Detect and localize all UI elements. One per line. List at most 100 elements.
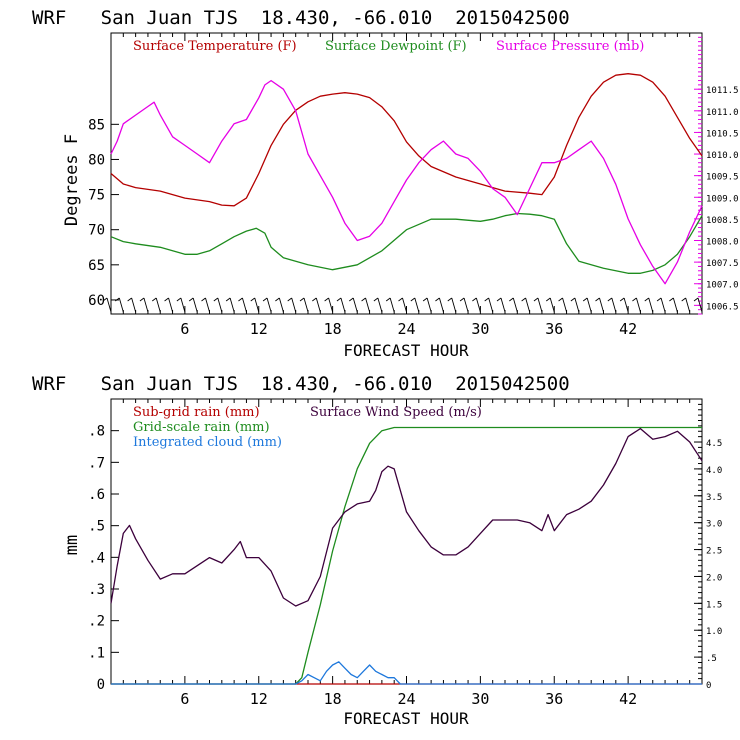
y2-tick-label: 1011.5: [706, 86, 739, 96]
x-tick-label: 18: [324, 690, 342, 708]
top-y2-axis: 1006.5 1007.0 1007.5 1008.0 1008.5 1009.0 1009…: [694, 36, 739, 315]
wind-barb-flag: [496, 297, 502, 302]
wind-barb-flag: [545, 297, 551, 302]
y-tick-label: .2: [88, 614, 105, 630]
wind-barb: [685, 297, 691, 313]
wind-barb-flag: [509, 297, 514, 302]
wind-barb-flag: [225, 297, 231, 302]
wind-barb: [525, 297, 531, 313]
wind-barb: [229, 297, 235, 313]
wind-barb: [328, 297, 334, 313]
x-tick-label: 30: [471, 320, 489, 338]
y2-tick-label: 1008.0: [706, 238, 739, 248]
wind-barb: [278, 297, 284, 313]
y2-tick-label: 0: [706, 681, 711, 691]
wind-barb: [217, 297, 223, 313]
wind-barb: [574, 297, 580, 313]
wind-barb: [451, 297, 457, 313]
y2-tick-label: 1008.5: [706, 216, 739, 226]
wind-barb: [303, 297, 309, 313]
y2-tick-label: 1007.5: [706, 259, 739, 269]
wind-barb: [463, 297, 469, 313]
wind-barb: [365, 297, 370, 313]
wind-barb: [623, 297, 629, 313]
wind-barb-flag: [607, 297, 613, 302]
y-tick-label: .3: [88, 582, 105, 598]
x-tick-label: 30: [471, 690, 489, 708]
bottom-legend-wind: Surface Wind Speed (m/s): [310, 405, 482, 420]
wind-barb-flag: [188, 297, 194, 302]
bottom-legend-gridscale-rain: Grid-scale rain (mm): [133, 420, 270, 435]
bottom-y-axis: 0 .1 .2 .3 .4 .5 .6 .7 .8: [88, 424, 119, 693]
y2-tick-label: .5: [706, 654, 717, 664]
wind-barb: [352, 297, 358, 313]
wind-barb: [242, 297, 247, 313]
wind-barb: [648, 297, 654, 313]
wind-barb: [586, 297, 592, 313]
wind-barb: [697, 297, 703, 313]
bottom-x-axis: 6 12 18 24 30 36 42: [110, 399, 703, 708]
wind-barb-flag: [533, 297, 539, 302]
top-series-group: [110, 73, 703, 285]
wind-barb-flag: [275, 297, 280, 302]
wind-barb: [488, 297, 494, 313]
wind-barb-flag: [164, 297, 169, 302]
wind-barb-flag: [521, 297, 526, 302]
wind-barb: [500, 297, 506, 313]
bottom-legend-cloud: Integrated cloud (mm): [133, 435, 282, 450]
wind-barb-flag: [410, 297, 416, 302]
wind-barb-flag: [472, 297, 477, 302]
series-integrated-cloud-mm: [111, 661, 702, 685]
wind-barbs: [102, 297, 703, 313]
wind-barb: [611, 297, 617, 313]
bottom-xlabel: FORECAST HOUR: [343, 709, 469, 728]
wind-barb: [180, 297, 186, 313]
y2-tick-label: 1.0: [706, 627, 722, 637]
y2-tick-label: 2.0: [706, 573, 722, 583]
wind-barb: [439, 297, 444, 313]
rain-panel: WRF San Juan TJS 18.430, -66.010 2015042…: [32, 373, 722, 728]
wind-barb-flag: [385, 297, 391, 302]
y2-tick-label: 4.5: [706, 439, 722, 449]
y-tick-label: 60: [88, 293, 105, 309]
wind-barb: [168, 297, 173, 313]
wind-barb-flag: [287, 297, 292, 302]
y-tick-label: 80: [88, 152, 105, 168]
wind-barb-flag: [398, 297, 403, 302]
wind-barb: [549, 297, 555, 313]
wind-barb-flag: [632, 297, 637, 302]
wind-barb-flag: [176, 297, 182, 302]
wind-barb: [266, 297, 272, 313]
y2-tick-label: 1009.5: [706, 173, 739, 183]
y-tick-label: .5: [88, 519, 105, 535]
wind-barb: [118, 297, 124, 313]
wind-barb-flag: [644, 297, 650, 302]
wind-barb-flag: [250, 297, 256, 302]
top-xlabel: FORECAST HOUR: [343, 341, 469, 360]
x-tick-label: 36: [545, 320, 563, 338]
y-tick-label: .6: [88, 487, 105, 503]
wind-barb: [291, 297, 297, 313]
x-tick-label: 24: [397, 320, 415, 338]
wind-barb-flag: [127, 297, 132, 302]
series-surface-temperature-f: [110, 73, 703, 207]
wind-barb-flag: [681, 297, 686, 302]
wind-barb: [205, 297, 210, 313]
wind-barb-flag: [558, 297, 563, 302]
y-tick-label: 85: [88, 117, 105, 133]
wind-barb: [143, 297, 149, 313]
y2-tick-label: 4.0: [706, 466, 722, 476]
bottom-ylabel: mm: [62, 535, 82, 555]
wind-barb-flag: [151, 297, 157, 302]
wind-barb-flag: [570, 297, 576, 302]
y2-tick-label: 1010.5: [706, 129, 739, 139]
y2-tick-label: 1006.5: [706, 302, 739, 312]
wind-barb-flag: [484, 297, 489, 302]
wind-barb-flag: [102, 297, 108, 302]
wind-barb: [636, 297, 641, 313]
series-surface-pressure-mb: [110, 79, 703, 285]
wind-barb-flag: [669, 297, 674, 302]
wind-barb: [599, 297, 604, 313]
wind-barb-flag: [139, 297, 145, 302]
